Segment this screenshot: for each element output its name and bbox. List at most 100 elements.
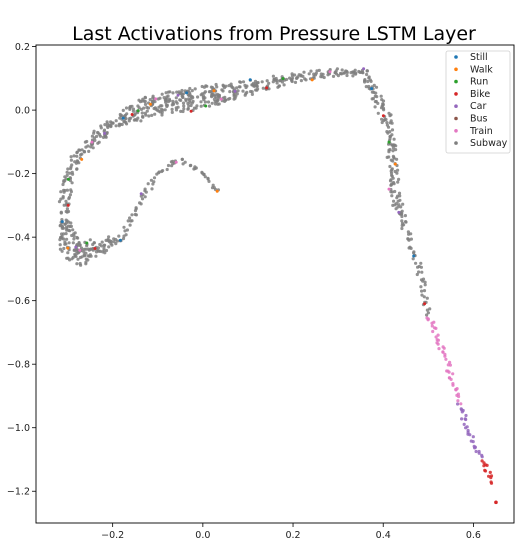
data-point [345, 73, 349, 78]
data-point [464, 413, 468, 418]
data-point [389, 183, 393, 187]
data-point [167, 97, 171, 101]
data-point [281, 77, 285, 81]
data-point [84, 257, 88, 261]
data-point [75, 262, 79, 266]
data-point [68, 171, 72, 175]
data-point [105, 120, 109, 124]
data-point [68, 224, 72, 229]
data-point [411, 257, 415, 261]
data-point [187, 104, 191, 108]
data-point [456, 399, 460, 403]
data-point [278, 79, 282, 83]
data-point [57, 200, 62, 204]
data-point [149, 178, 153, 182]
data-point [104, 238, 108, 242]
legend-box [445, 50, 511, 154]
data-point [165, 167, 169, 172]
data-point [395, 171, 399, 175]
data-point [94, 254, 98, 258]
data-point [147, 114, 151, 118]
data-point [434, 335, 438, 339]
data-point [196, 95, 200, 99]
data-point [164, 99, 168, 103]
data-point [65, 188, 69, 192]
data-point [83, 140, 87, 144]
data-point [423, 302, 427, 306]
data-point [223, 95, 227, 99]
data-point [447, 370, 451, 374]
data-point [70, 163, 74, 167]
data-point [70, 233, 74, 238]
data-point [432, 320, 436, 324]
data-point [392, 182, 396, 186]
data-point [190, 101, 194, 105]
data-point [140, 99, 144, 103]
data-point [389, 190, 393, 194]
data-point [421, 279, 425, 283]
data-point [174, 96, 178, 100]
data-point [69, 155, 73, 159]
data-point [211, 183, 215, 187]
data-point [133, 113, 137, 117]
data-point [74, 254, 78, 259]
data-point [417, 270, 421, 274]
data-point [381, 114, 385, 118]
data-point [107, 245, 111, 249]
data-point [430, 324, 434, 328]
data-point [62, 232, 66, 236]
data-point [349, 71, 353, 75]
data-point [189, 103, 193, 108]
data-point [392, 199, 396, 203]
data-point [338, 71, 343, 76]
data-point [365, 72, 369, 77]
data-point [206, 100, 211, 104]
data-point [133, 209, 138, 213]
data-point [391, 146, 395, 150]
data-point [105, 131, 109, 135]
data-point [391, 159, 395, 163]
data-point [77, 251, 81, 255]
data-point [187, 97, 191, 101]
data-point [145, 109, 149, 113]
data-point [426, 311, 430, 315]
data-point [106, 125, 110, 130]
data-point [391, 149, 395, 153]
data-point [466, 428, 470, 433]
data-point [190, 95, 194, 99]
data-point [181, 109, 185, 114]
data-point [154, 97, 158, 101]
data-point [66, 167, 70, 171]
data-point [128, 106, 132, 110]
data-point [68, 193, 72, 197]
data-point [75, 167, 79, 171]
data-point [70, 181, 74, 185]
data-point [117, 234, 121, 238]
data-point [480, 459, 484, 463]
data-point [409, 237, 413, 241]
data-point [213, 99, 217, 104]
data-point [165, 104, 169, 109]
legend-marker [454, 104, 458, 108]
data-point [400, 223, 404, 228]
data-point [114, 124, 118, 128]
data-point [416, 265, 420, 269]
data-point [422, 295, 426, 299]
x-tick-label: 0.6 [466, 530, 481, 541]
data-point [448, 360, 452, 364]
data-point [460, 410, 464, 414]
data-point [431, 329, 435, 334]
y-tick-label: −1.0 [7, 423, 30, 434]
data-point [394, 207, 398, 211]
data-point [425, 313, 429, 317]
data-point [66, 203, 70, 207]
data-point [125, 228, 129, 232]
data-point [206, 177, 210, 181]
data-point [143, 102, 148, 106]
data-point [71, 228, 75, 232]
data-point [241, 89, 245, 93]
x-tick-label: 0.0 [195, 530, 210, 541]
data-point [460, 417, 464, 421]
data-point [134, 213, 138, 217]
data-point [166, 163, 171, 168]
